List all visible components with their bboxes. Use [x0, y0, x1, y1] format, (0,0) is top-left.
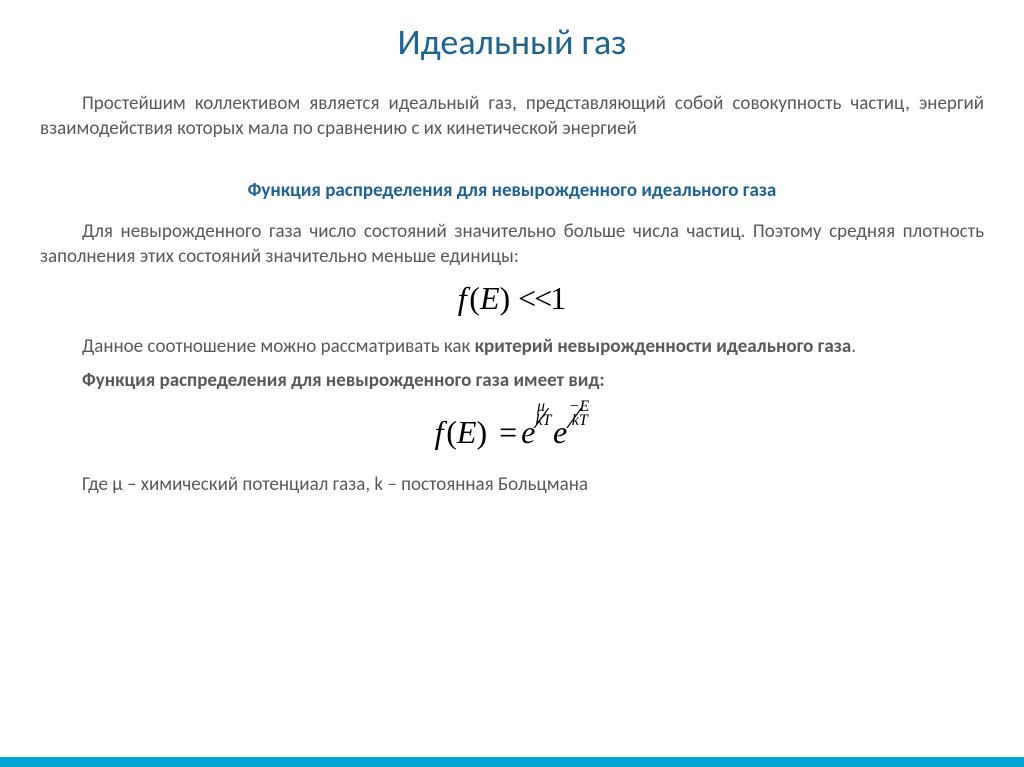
f2-f: f — [435, 414, 444, 450]
slash-icon: ∕ — [539, 405, 544, 432]
paragraph-criterion: Данное соотношение можно рассматривать к… — [40, 335, 984, 360]
subheading-function-form: Функция распределения для невырожденного… — [40, 369, 984, 392]
intro-paragraph: Простейшим коллективом является идеальны… — [40, 92, 984, 141]
formula-close: ) — [500, 280, 511, 316]
f2-eq: = — [495, 414, 521, 450]
subheading-distribution: Функция распределения для невырожденного… — [40, 179, 984, 202]
f2-e2: e — [553, 414, 567, 450]
footer-note: Где μ – химический потенциал газа, k – п… — [40, 473, 984, 496]
f2-exp2-den: kT — [567, 414, 589, 428]
f2-e1: e — [521, 414, 535, 450]
f2-close: ) — [476, 414, 487, 450]
criterion-prefix: Данное соотношение можно рассматривать к… — [82, 335, 475, 358]
criterion-bold: критерий невырожденности идеального газа — [475, 335, 852, 358]
f2-exp1: μ∕kT — [535, 400, 553, 429]
f2-exp2: −E∕kT — [567, 400, 589, 429]
formula-one: 1 — [550, 280, 566, 316]
formula-op: << — [518, 280, 550, 316]
criterion-suffix: . — [851, 335, 856, 358]
formula-e: E — [480, 280, 500, 316]
slash-icon: ∕ — [572, 405, 577, 432]
formula-distribution: f (E) =eμ∕kTe−E∕kT — [40, 406, 984, 451]
paragraph-nondegenerate: Для невырожденного газа число состояний … — [40, 220, 984, 269]
f2-E: E — [457, 414, 477, 450]
page-title: Идеальный газ — [40, 20, 984, 64]
formula-f: f — [458, 280, 467, 316]
formula-open: ( — [469, 280, 480, 316]
formula-criterion: f (E) <<1 — [40, 280, 984, 317]
f2-open: ( — [446, 414, 457, 450]
slide: Идеальный газ Простейшим коллективом явл… — [0, 0, 1024, 767]
